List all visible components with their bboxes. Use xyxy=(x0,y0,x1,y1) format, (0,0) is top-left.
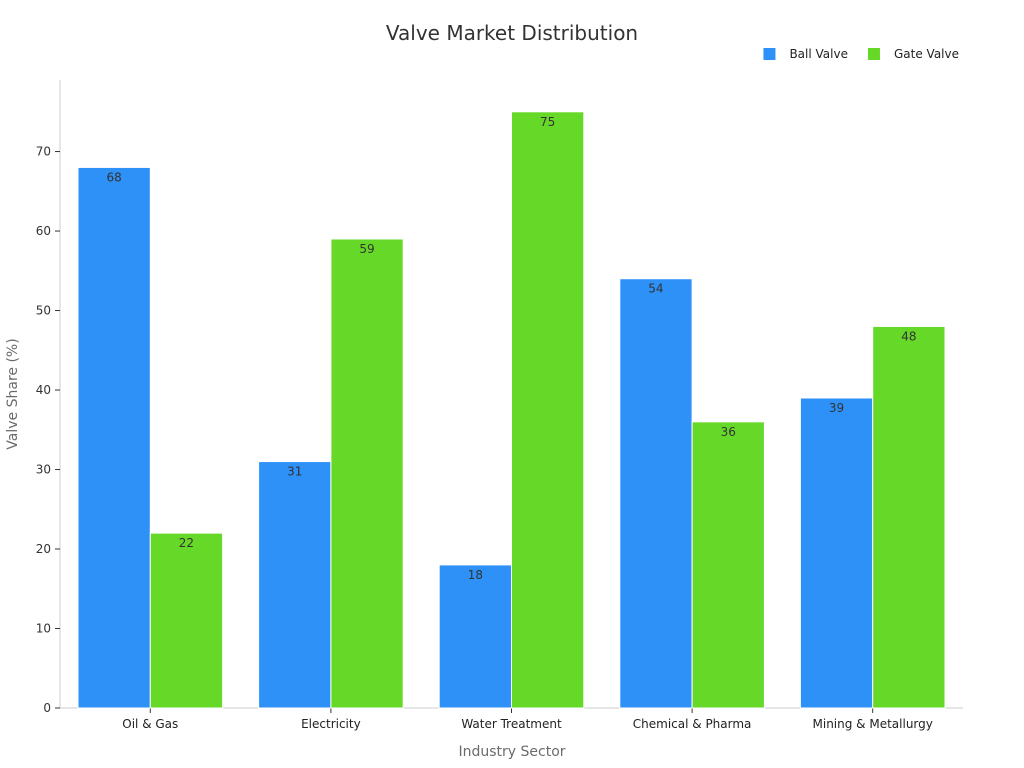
category-group: 68 22 xyxy=(77,166,224,709)
x-tick-label: Water Treatment xyxy=(461,717,562,731)
y-tick-label: 60 xyxy=(36,224,51,238)
x-tick-label: Mining & Metallurgy xyxy=(813,717,933,731)
x-tick-label: Chemical & Pharma xyxy=(633,717,752,731)
y-tick-label: 0 xyxy=(43,701,51,715)
y-axis-title: Valve Share (%) xyxy=(5,338,21,449)
y-tick-label: 40 xyxy=(36,383,51,397)
chart-title: Valve Market Distribution xyxy=(386,21,638,45)
legend-label: Ball Valve xyxy=(789,47,848,61)
category-group: 54 36 xyxy=(619,278,765,709)
y-tick-label: 20 xyxy=(36,542,51,556)
data-label: 22 xyxy=(179,536,194,550)
bar-ball-valve xyxy=(438,564,513,709)
y-tick-label: 10 xyxy=(36,622,51,636)
legend-swatch xyxy=(763,48,776,60)
bar-ball-valve xyxy=(619,278,693,709)
data-label: 31 xyxy=(287,465,302,479)
y-tick-label: 50 xyxy=(36,304,51,318)
legend-item: Gate Valve xyxy=(867,47,959,61)
bar-gate-valve xyxy=(511,111,585,709)
data-label: 68 xyxy=(107,170,122,184)
bar-gate-valve xyxy=(872,325,946,709)
data-label: 36 xyxy=(721,425,736,439)
axes: 0 10 20 30 40 50 60 70 Oil & Gas Electricity Water… xyxy=(36,80,963,731)
x-axis-title: Industry Sector xyxy=(458,744,565,760)
legend-label: Gate Valve xyxy=(894,47,959,61)
legend: Ball Valve Gate Valve xyxy=(763,47,959,61)
data-label: 48 xyxy=(901,329,916,343)
bar-gate-valve xyxy=(149,532,224,709)
data-label: 59 xyxy=(359,242,374,256)
data-label: 54 xyxy=(648,282,663,296)
bar-ball-valve xyxy=(77,166,151,709)
legend-item: Ball Valve xyxy=(763,47,848,61)
y-tick-label: 70 xyxy=(36,145,51,159)
bar-gate-valve xyxy=(330,238,404,709)
x-tick-label: Oil & Gas xyxy=(122,717,178,731)
category-group: 39 48 xyxy=(799,325,946,709)
bar-ball-valve xyxy=(258,461,332,709)
data-label: 75 xyxy=(540,115,555,129)
x-tick-label: Electricity xyxy=(301,717,361,731)
bar-ball-valve xyxy=(799,397,874,709)
bar-gate-valve xyxy=(691,421,765,709)
y-tick-label: 30 xyxy=(36,463,51,477)
legend-swatch xyxy=(867,48,880,60)
data-label: 18 xyxy=(468,568,483,582)
category-group: 31 59 xyxy=(258,238,404,709)
data-label: 39 xyxy=(829,401,844,415)
